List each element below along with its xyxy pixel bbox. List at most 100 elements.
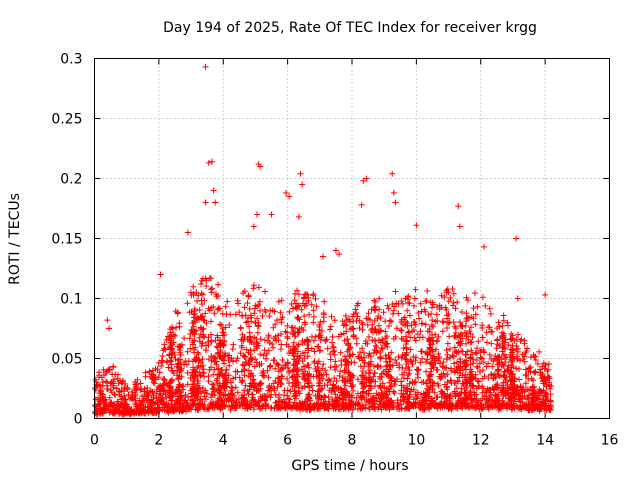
data-point <box>446 333 453 340</box>
data-point <box>142 369 149 376</box>
data-point <box>494 353 501 360</box>
data-point <box>383 371 390 378</box>
data-point <box>327 326 334 333</box>
data-point <box>205 305 212 312</box>
data-point <box>107 399 114 406</box>
data-point <box>526 365 533 372</box>
data-point <box>165 364 172 371</box>
data-point <box>289 324 296 331</box>
data-point <box>330 348 337 355</box>
data-point <box>250 396 257 403</box>
data-point <box>474 303 481 310</box>
data-point <box>509 354 516 361</box>
data-point <box>359 326 366 333</box>
data-point <box>447 401 454 408</box>
data-point <box>455 203 462 210</box>
data-point <box>479 389 486 396</box>
data-point <box>239 361 246 368</box>
data-point <box>156 369 163 376</box>
data-point <box>357 349 364 356</box>
data-points <box>91 63 555 418</box>
data-point <box>242 397 249 404</box>
data-point <box>203 277 210 284</box>
data-point <box>321 298 328 305</box>
data-point <box>502 390 509 397</box>
data-point <box>284 333 291 340</box>
data-point <box>370 349 377 356</box>
data-point <box>195 402 202 409</box>
data-point <box>149 367 156 374</box>
data-point <box>426 338 433 345</box>
data-point <box>521 340 528 347</box>
data-point <box>489 402 496 409</box>
data-point <box>342 369 349 376</box>
data-point <box>272 321 279 328</box>
data-point <box>318 327 325 334</box>
data-point <box>268 211 275 218</box>
data-point <box>416 401 423 408</box>
data-point <box>456 365 463 372</box>
data-point <box>168 333 175 340</box>
data-point <box>356 325 363 332</box>
data-point <box>346 377 353 384</box>
data-point <box>257 336 264 343</box>
data-point <box>313 368 320 375</box>
data-point <box>158 362 165 369</box>
data-point <box>201 393 208 400</box>
data-point <box>365 333 372 340</box>
data-point <box>452 332 459 339</box>
data-point <box>463 310 470 317</box>
data-point <box>303 291 310 298</box>
data-point <box>353 309 360 316</box>
data-point <box>294 364 301 371</box>
data-point <box>418 348 425 355</box>
data-point <box>542 390 549 397</box>
data-point <box>485 397 492 404</box>
data-point <box>534 401 541 408</box>
data-point <box>468 391 475 398</box>
data-point <box>335 333 342 340</box>
data-point <box>327 356 334 363</box>
data-point <box>197 314 204 321</box>
data-point <box>418 391 425 398</box>
data-point <box>443 383 450 390</box>
data-point <box>454 377 461 384</box>
data-point <box>332 400 339 407</box>
data-point <box>372 337 379 344</box>
data-point <box>212 199 219 206</box>
data-point <box>250 285 257 292</box>
data-point <box>534 402 541 409</box>
data-point <box>275 405 282 412</box>
data-point <box>272 365 279 372</box>
data-point <box>208 318 215 325</box>
data-point <box>300 327 307 334</box>
data-point <box>434 317 441 324</box>
data-point <box>455 392 462 399</box>
data-point <box>343 388 350 395</box>
data-point <box>265 347 272 354</box>
data-point <box>237 350 244 357</box>
data-point <box>412 337 419 344</box>
data-point <box>545 360 552 367</box>
data-point <box>228 355 235 362</box>
data-point <box>364 340 371 347</box>
data-point <box>320 253 327 260</box>
data-point <box>520 384 527 391</box>
data-point <box>429 395 436 402</box>
data-point <box>427 352 434 359</box>
data-point <box>398 354 405 361</box>
data-point <box>358 372 365 379</box>
data-point <box>214 332 221 339</box>
data-point <box>290 350 297 357</box>
data-point <box>310 319 317 326</box>
data-point <box>184 229 191 236</box>
data-point <box>348 325 355 332</box>
data-point <box>430 337 437 344</box>
data-point <box>412 286 419 293</box>
data-point <box>236 309 243 316</box>
data-point <box>452 325 459 332</box>
data-point <box>233 357 240 364</box>
data-point <box>494 325 501 332</box>
data-point <box>413 222 420 229</box>
data-point <box>291 393 298 400</box>
